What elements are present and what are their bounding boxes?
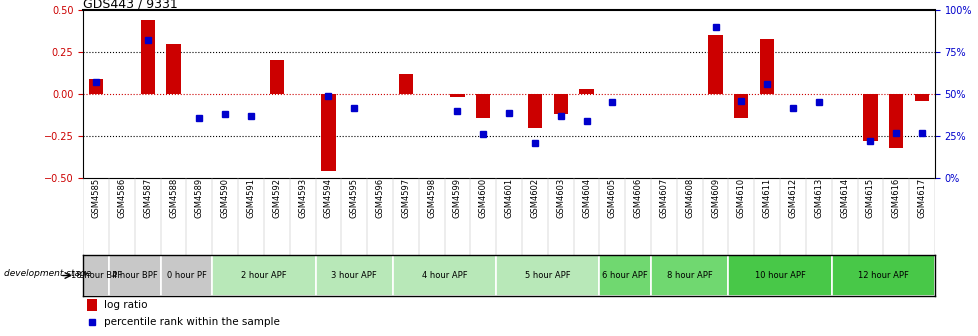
Bar: [86, 299, 97, 311]
Text: GSM4602: GSM4602: [530, 178, 539, 218]
Bar: [269, 60, 284, 94]
Bar: [475, 94, 490, 118]
Bar: [212, 255, 315, 296]
Text: 8 hour APF: 8 hour APF: [666, 271, 712, 280]
Text: GSM4587: GSM4587: [143, 178, 153, 218]
Text: GSM4615: GSM4615: [865, 178, 874, 218]
Text: log ratio: log ratio: [104, 300, 147, 310]
Bar: [527, 94, 542, 128]
Text: GSM4594: GSM4594: [324, 178, 333, 218]
Bar: [553, 94, 567, 114]
Bar: [398, 74, 413, 94]
Text: GSM4614: GSM4614: [839, 178, 848, 218]
Text: GSM4591: GSM4591: [246, 178, 255, 218]
Text: GSM4613: GSM4613: [814, 178, 822, 218]
Text: GSM4607: GSM4607: [659, 178, 668, 218]
Text: 4 hour APF: 4 hour APF: [422, 271, 467, 280]
Text: GSM4603: GSM4603: [556, 178, 564, 218]
Bar: [734, 94, 748, 118]
Bar: [392, 255, 496, 296]
Text: GSM4616: GSM4616: [891, 178, 900, 218]
Text: GSM4605: GSM4605: [607, 178, 616, 218]
Text: 12 hour APF: 12 hour APF: [857, 271, 908, 280]
Bar: [650, 255, 728, 296]
Text: GSM4611: GSM4611: [762, 178, 771, 218]
Text: 6 hour APF: 6 hour APF: [601, 271, 647, 280]
Bar: [914, 94, 928, 101]
Text: GSM4592: GSM4592: [272, 178, 281, 218]
Text: GDS443 / 9331: GDS443 / 9331: [83, 0, 178, 10]
Text: percentile rank within the sample: percentile rank within the sample: [104, 317, 280, 327]
Bar: [579, 89, 593, 94]
Bar: [708, 35, 722, 94]
Text: GSM4597: GSM4597: [401, 178, 410, 218]
Bar: [599, 255, 650, 296]
Text: GSM4612: GSM4612: [787, 178, 797, 218]
Bar: [89, 79, 103, 94]
Bar: [83, 255, 109, 296]
Text: GSM4601: GSM4601: [504, 178, 513, 218]
Text: GSM4609: GSM4609: [710, 178, 720, 218]
Text: 18 hour BPF: 18 hour BPF: [70, 271, 121, 280]
Text: 2 hour APF: 2 hour APF: [241, 271, 287, 280]
Bar: [109, 255, 160, 296]
Bar: [888, 94, 903, 148]
Bar: [863, 94, 876, 141]
Text: GSM4608: GSM4608: [685, 178, 693, 218]
Text: GSM4585: GSM4585: [92, 178, 101, 218]
Text: 3 hour APF: 3 hour APF: [331, 271, 377, 280]
Text: GSM4600: GSM4600: [478, 178, 487, 218]
Bar: [315, 255, 392, 296]
Text: GSM4589: GSM4589: [195, 178, 203, 218]
Text: GSM4596: GSM4596: [376, 178, 384, 218]
Bar: [160, 255, 212, 296]
Text: 10 hour APF: 10 hour APF: [754, 271, 805, 280]
Text: 0 hour PF: 0 hour PF: [166, 271, 206, 280]
Text: GSM4598: GSM4598: [426, 178, 436, 218]
Bar: [141, 20, 155, 94]
Text: GSM4617: GSM4617: [916, 178, 925, 218]
Text: GSM4606: GSM4606: [633, 178, 642, 218]
Bar: [759, 39, 774, 94]
Text: GSM4604: GSM4604: [581, 178, 591, 218]
Text: GSM4588: GSM4588: [169, 178, 178, 218]
Bar: [321, 94, 335, 171]
Text: development stage: development stage: [4, 269, 91, 278]
Text: GSM4599: GSM4599: [453, 178, 462, 218]
Bar: [166, 44, 181, 94]
Bar: [831, 255, 934, 296]
Text: 5 hour APF: 5 hour APF: [524, 271, 570, 280]
Text: GSM4590: GSM4590: [220, 178, 230, 218]
Text: 4 hour BPF: 4 hour BPF: [111, 271, 157, 280]
Bar: [496, 255, 599, 296]
Text: GSM4593: GSM4593: [297, 178, 307, 218]
Text: GSM4586: GSM4586: [117, 178, 126, 218]
Bar: [450, 94, 465, 97]
Text: GSM4610: GSM4610: [736, 178, 745, 218]
Bar: [728, 255, 831, 296]
Text: GSM4595: GSM4595: [349, 178, 358, 218]
